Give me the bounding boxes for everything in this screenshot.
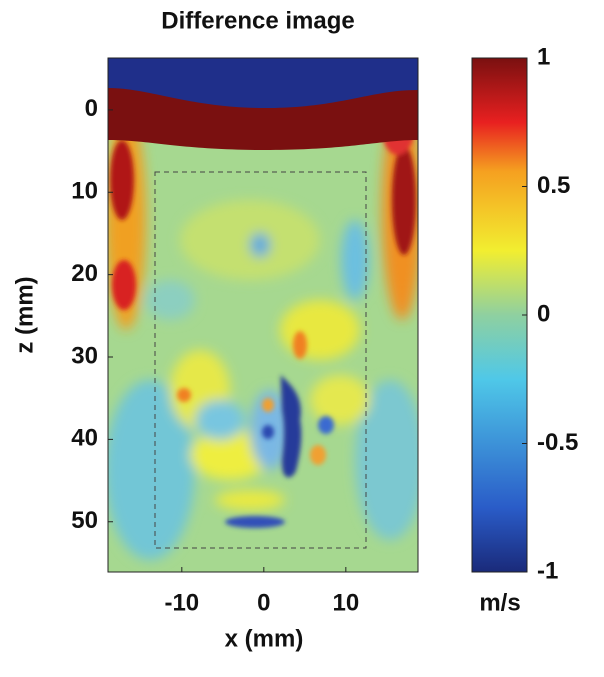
y-tick-label: 30 bbox=[71, 342, 98, 369]
colorbar bbox=[471, 57, 528, 573]
colorbar-tick-label: -0.5 bbox=[537, 429, 578, 456]
colorbar-tick-label: 0.5 bbox=[537, 172, 570, 199]
heatmap-image bbox=[108, 58, 418, 572]
y-tick-label: 0 bbox=[85, 95, 98, 122]
y-tick-label: 10 bbox=[71, 178, 98, 205]
x-tick-label: 0 bbox=[257, 589, 270, 616]
roi-box bbox=[154, 171, 367, 549]
x-axis-label: x (mm) bbox=[225, 625, 304, 652]
colorbar-tick-label: 1 bbox=[537, 43, 550, 70]
colorbar-label: m/s bbox=[479, 589, 520, 616]
y-axis-label: z (mm) bbox=[11, 276, 38, 353]
plot-frame bbox=[107, 57, 419, 573]
y-tick-label: 20 bbox=[71, 260, 98, 287]
x-tick-label: -10 bbox=[164, 589, 199, 616]
y-tick-label: 40 bbox=[71, 425, 98, 452]
colorbar-tick-label: -1 bbox=[537, 557, 558, 584]
x-tick-label: 10 bbox=[332, 589, 359, 616]
y-tick-label: 50 bbox=[71, 507, 98, 534]
chart-title: Difference image bbox=[161, 7, 354, 34]
colorbar-tick-label: 0 bbox=[537, 300, 550, 327]
